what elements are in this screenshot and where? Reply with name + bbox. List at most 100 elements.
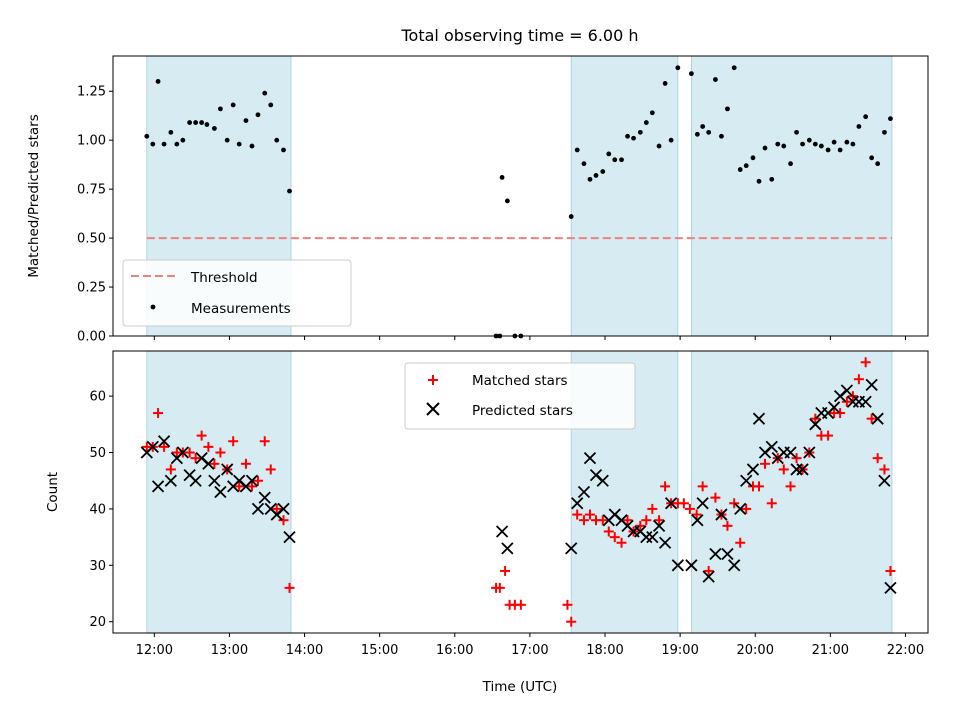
- point-0-0-54: [725, 106, 730, 112]
- point-1-1-67: [827, 401, 841, 414]
- point-0-0-44: [656, 143, 662, 149]
- point-0-0-55: [731, 65, 737, 71]
- point-1-0-79: [866, 413, 877, 424]
- point-1-1-22: [277, 502, 290, 516]
- point-0-0-38: [619, 157, 624, 163]
- point-1-1-25: [501, 542, 514, 555]
- point-1-0-52: [697, 481, 708, 492]
- point-0-0-80: [888, 116, 893, 122]
- point-1-0-62: [760, 458, 770, 469]
- point-0-0-21: [274, 137, 280, 143]
- point-0-0-49: [694, 131, 700, 137]
- point-0-0-6: [180, 137, 186, 143]
- point-1-0-3: [159, 441, 170, 452]
- point-0-0-50: [700, 124, 706, 129]
- point-0-0-61: [769, 176, 775, 182]
- point-1-1-31: [596, 474, 609, 487]
- point-1-1-17: [245, 474, 259, 487]
- point-0-0-26: [499, 174, 505, 180]
- point-1-1-10: [202, 457, 215, 470]
- point-1-0-51: [691, 509, 702, 520]
- point-0-0-8: [193, 120, 199, 125]
- point-0-0-3: [161, 141, 167, 147]
- point-0-0-72: [837, 147, 843, 153]
- point-0-0-5: [174, 141, 180, 147]
- point-1-0-15: [234, 481, 245, 492]
- point-0-0-11: [212, 126, 217, 131]
- point-1-0-50: [684, 503, 695, 514]
- point-1-0-32: [572, 509, 583, 520]
- x-axis-label: Time (UTC): [482, 679, 558, 695]
- point-0-0-32: [581, 161, 587, 167]
- point-0-0-67: [806, 137, 812, 143]
- chart-title: Total observing time = 6.00 h: [400, 26, 638, 45]
- point-1-1-46: [696, 497, 709, 510]
- top-legend-box: [122, 259, 352, 327]
- point-0-0-13: [224, 137, 230, 143]
- point-1-0-38: [609, 532, 620, 543]
- point-0-0-30: [568, 214, 574, 219]
- point-0-0-1: [150, 141, 156, 147]
- x-tick-label-1-9: 21:00: [812, 643, 849, 658]
- point-0-0-35: [600, 169, 606, 174]
- point-0-0-43: [649, 110, 655, 116]
- point-0-0-22: [281, 147, 286, 153]
- point-1-1-62: [796, 463, 809, 476]
- y-tick-label-1-0: 20: [89, 615, 106, 630]
- point-1-0-44: [647, 503, 658, 514]
- point-0-0-37: [612, 157, 618, 163]
- point-0-0-57: [743, 163, 749, 169]
- point-1-1-40: [652, 519, 666, 532]
- point-1-1-2: [151, 480, 165, 493]
- point-1-0-26: [500, 565, 511, 576]
- point-0-0-16: [243, 118, 249, 124]
- point-0-0-75: [856, 124, 862, 129]
- point-0-0-19: [262, 90, 268, 96]
- point-0-0-0: [144, 133, 150, 139]
- y-tick-label-0-1: 0.25: [77, 281, 106, 296]
- point-0-0-12: [218, 106, 223, 112]
- legend-measurements-swatch: [150, 304, 156, 310]
- point-1-1-38: [640, 530, 653, 544]
- point-1-0-8: [190, 453, 201, 464]
- point-0-0-47: [675, 65, 681, 71]
- point-1-1-4: [164, 474, 177, 487]
- point-1-0-49: [678, 498, 689, 509]
- point-1-1-61: [790, 463, 803, 476]
- point-1-1-48: [709, 547, 722, 561]
- y-tick-label-0-2: 0.50: [77, 232, 106, 247]
- point-1-0-25: [494, 582, 505, 593]
- y-tick-label-0-3: 0.75: [77, 183, 106, 198]
- point-1-0-43: [641, 515, 652, 526]
- point-1-1-1: [146, 440, 159, 454]
- point-0-0-9: [199, 120, 205, 125]
- point-0-0-36: [606, 151, 612, 157]
- x-tick-label-1-3: 15:00: [361, 643, 398, 658]
- legend-measurements-label: Measurements: [191, 301, 291, 317]
- point-0-0-73: [844, 139, 850, 145]
- point-0-0-33: [587, 176, 593, 182]
- point-1-1-57: [765, 440, 778, 454]
- point-0-0-78: [875, 161, 881, 167]
- point-0-0-65: [794, 129, 799, 135]
- point-1-0-30: [562, 599, 573, 610]
- point-1-0-29: [515, 599, 526, 610]
- top-panel: 0.00 0.25 0.50 0.75 1.00 1.25: [77, 55, 929, 345]
- point-1-1-60: [784, 446, 797, 459]
- point-0-0-70: [825, 147, 831, 153]
- point-0-0-48: [688, 71, 694, 77]
- point-1-1-52: [734, 502, 747, 516]
- point-1-0-36: [597, 515, 608, 526]
- point-1-0-57: [729, 498, 740, 509]
- point-0-0-31: [574, 147, 580, 153]
- point-0-0-34: [593, 173, 599, 178]
- point-1-1-18: [251, 502, 265, 516]
- point-1-0-74: [835, 408, 846, 419]
- shaded-interval-0-1: [570, 55, 679, 337]
- point-1-1-76: [884, 581, 897, 595]
- legend-predicted-label: Predicted stars: [472, 403, 573, 419]
- point-0-0-2: [155, 79, 161, 84]
- point-0-0-74: [850, 141, 856, 147]
- point-1-0-2: [153, 408, 164, 419]
- bottom-panel: 20 30 40 50 60 12:00 13:00 14:00 15:00 16:00 17:00…: [89, 350, 929, 658]
